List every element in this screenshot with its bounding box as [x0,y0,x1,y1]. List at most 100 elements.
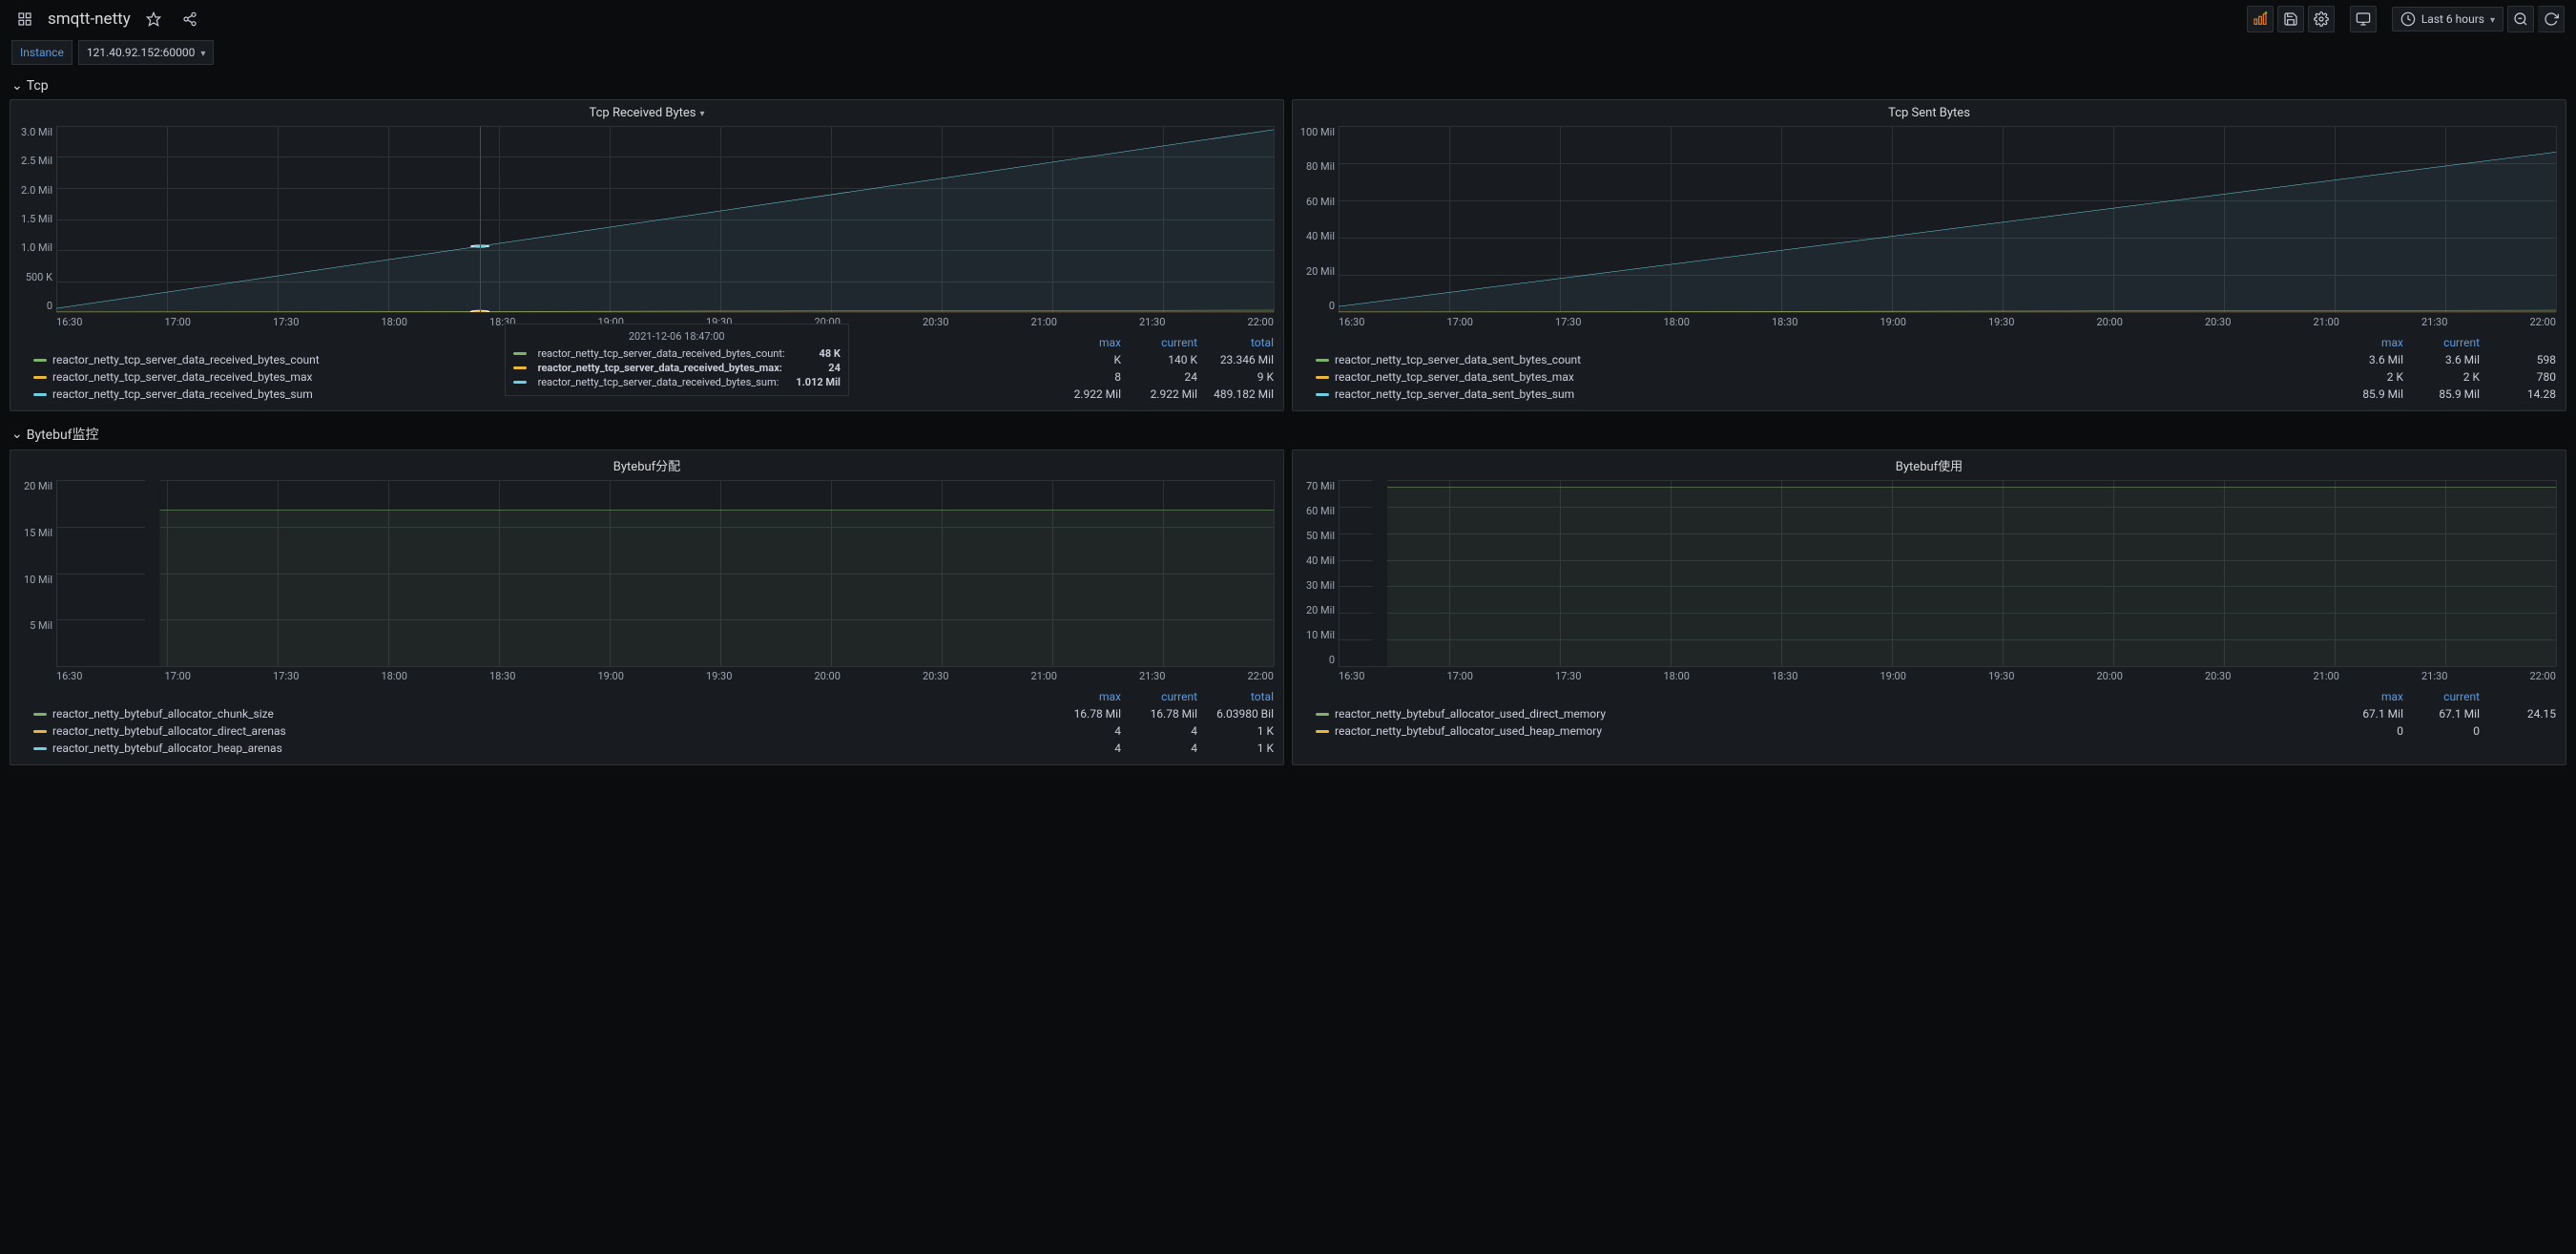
legend-series-name: reactor_netty_tcp_server_data_received_b… [52,387,1045,401]
legend-row[interactable]: reactor_netty_tcp_server_data_received_b… [33,386,1274,403]
panel-title[interactable]: Bytebuf分配 [10,450,1283,476]
legend-series-name: reactor_netty_tcp_server_data_received_b… [52,370,1045,384]
legend-value: 67.1 Mil [2403,707,2480,721]
legend-value: 1 K [1197,742,1274,755]
legend-col-header[interactable]: total [1197,690,1274,703]
legend-swatch [33,359,47,362]
zoom-out-icon[interactable] [2507,6,2534,32]
legend-col-header[interactable]: current [2403,690,2480,703]
legend-row[interactable]: reactor_netty_tcp_server_data_received_b… [33,368,1274,386]
chevron-down-icon [699,106,704,120]
legend: maxcurrenttotal reactor_netty_bytebuf_al… [33,688,1274,757]
chevron-down-icon [200,46,205,59]
legend-series-name: reactor_netty_bytebuf_allocator_heap_are… [52,742,1045,755]
panel-title[interactable]: Bytebuf使用 [1293,450,2566,476]
refresh-icon[interactable] [2538,6,2565,32]
legend-swatch [33,713,47,716]
legend-row[interactable]: reactor_netty_tcp_server_data_sent_bytes… [1316,386,2556,403]
legend-value: 489.182 Mil [1197,387,1274,401]
panel-bytebuf-use: Bytebuf使用 70 Mil60 Mil50 Mil40 Mil30 Mil… [1292,449,2566,765]
legend-swatch [33,747,47,750]
time-range-picker[interactable]: Last 6 hours [2392,7,2503,31]
panel-title[interactable]: Tcp Received Bytes [10,100,1283,122]
legend-series-name: reactor_netty_bytebuf_allocator_direct_a… [52,724,1045,738]
legend-value: 4 [1045,724,1121,738]
legend-value: 0 [2403,724,2480,738]
panel-title[interactable]: Tcp Sent Bytes [1293,100,2566,122]
chevron-down-icon: ⌄ [11,78,23,94]
save-icon[interactable] [2277,6,2304,32]
legend-row[interactable]: reactor_netty_tcp_server_data_sent_bytes… [1316,351,2556,368]
dashboard-header: smqtt-netty Last 6 hours [0,0,2576,38]
legend-swatch [33,393,47,396]
legend-series-name: reactor_netty_tcp_server_data_sent_bytes… [1335,387,2327,401]
legend-col-header[interactable]: total [1197,336,1274,349]
row-toggle-bytebuf[interactable]: ⌄ Bytebuf监控 [0,419,2576,449]
row-title-text: Tcp [27,78,49,94]
chart-area[interactable]: 3.0 Mil2.5 Mil2.0 Mil1.5 Mil1.0 Mil500 K… [56,126,1274,312]
legend-value: 3.6 Mil [2403,353,2480,366]
legend-value: 1 K [1197,724,1274,738]
legend-row[interactable]: reactor_netty_bytebuf_allocator_used_hea… [1316,722,2556,740]
legend-value: 0 [2327,724,2403,738]
legend-row[interactable]: reactor_netty_bytebuf_allocator_chunk_si… [33,705,1274,722]
chart-lines [56,126,1274,312]
legend-value: 2.922 Mil [1121,387,1197,401]
legend-col-header[interactable]: max [2327,336,2403,349]
legend-col-header[interactable]: current [2403,336,2480,349]
panel-tcp-sent: Tcp Sent Bytes 100 Mil80 Mil60 Mil40 Mil… [1292,99,2566,411]
legend-row[interactable]: reactor_netty_bytebuf_allocator_heap_are… [33,740,1274,757]
legend-col-header[interactable] [2480,336,2556,349]
legend-col-header[interactable]: max [1045,690,1121,703]
legend-row[interactable]: reactor_netty_bytebuf_allocator_direct_a… [33,722,1274,740]
chart-area[interactable]: 70 Mil60 Mil50 Mil40 Mil30 Mil20 Mil10 M… [1339,480,2556,666]
legend-swatch [1316,376,1329,379]
chevron-down-icon [2490,12,2495,26]
y-axis: 100 Mil80 Mil60 Mil40 Mil20 Mil0 [1293,126,1335,312]
variable-value-text: 121.40.92.152:60000 [87,46,196,59]
legend-value: 24.15 [2480,707,2556,721]
x-axis: 16:3017:0017:3018:0018:3019:0019:3020:00… [1339,316,2556,328]
chart-lines [1339,126,2556,312]
legend-row[interactable]: reactor_netty_bytebuf_allocator_used_dir… [1316,705,2556,722]
legend: maxcurrent reactor_netty_tcp_server_data… [1316,334,2556,403]
chart-area[interactable]: 20 Mil15 Mil10 Mil5 Mil [56,480,1274,666]
legend-series-name: reactor_netty_bytebuf_allocator_used_hea… [1335,724,2327,738]
share-icon[interactable] [177,6,203,32]
legend-col-header[interactable]: max [2327,690,2403,703]
legend-swatch [1316,393,1329,396]
add-panel-icon[interactable] [2247,6,2274,32]
legend-value: 4 [1045,742,1121,755]
x-axis: 16:3017:0017:3018:0018:3019:0019:3020:00… [56,670,1274,682]
dashboard-title: smqtt-netty [48,10,131,29]
legend-row[interactable]: reactor_netty_tcp_server_data_sent_bytes… [1316,368,2556,386]
legend-value: 85.9 Mil [2403,387,2480,401]
legend-value: K [1045,353,1121,366]
legend-series-name: reactor_netty_tcp_server_data_sent_bytes… [1335,353,2327,366]
legend-value: 67.1 Mil [2327,707,2403,721]
legend-col-header[interactable]: current [1121,690,1197,703]
legend-row[interactable]: reactor_netty_tcp_server_data_received_b… [33,351,1274,368]
apps-icon[interactable] [11,6,38,32]
legend-value: 140 K [1121,353,1197,366]
settings-icon[interactable] [2308,6,2335,32]
legend-col-header[interactable] [2480,690,2556,703]
legend-value: 4 [1121,724,1197,738]
legend-value: 8 [1045,370,1121,384]
legend-col-header[interactable]: current [1121,336,1197,349]
legend-col-header[interactable]: max [1045,336,1121,349]
row-toggle-tcp[interactable]: ⌄ Tcp [0,73,2576,99]
legend-swatch [33,376,47,379]
legend-series-name: reactor_netty_tcp_server_data_received_b… [52,353,1045,366]
chart-area[interactable]: 100 Mil80 Mil60 Mil40 Mil20 Mil0 [1339,126,2556,312]
legend: maxcurrent reactor_netty_bytebuf_allocat… [1316,688,2556,740]
legend-value: 16.78 Mil [1121,707,1197,721]
legend-value: 2 K [2327,370,2403,384]
y-axis: 70 Mil60 Mil50 Mil40 Mil30 Mil20 Mil10 M… [1293,480,1335,666]
x-axis: 16:3017:0017:3018:0018:3019:0019:3020:00… [1339,670,2556,682]
variable-value-dropdown[interactable]: 121.40.92.152:60000 [78,40,215,65]
star-icon[interactable] [140,6,167,32]
legend-value: 598 [2480,353,2556,366]
legend-swatch [33,730,47,733]
monitor-icon[interactable] [2350,6,2377,32]
